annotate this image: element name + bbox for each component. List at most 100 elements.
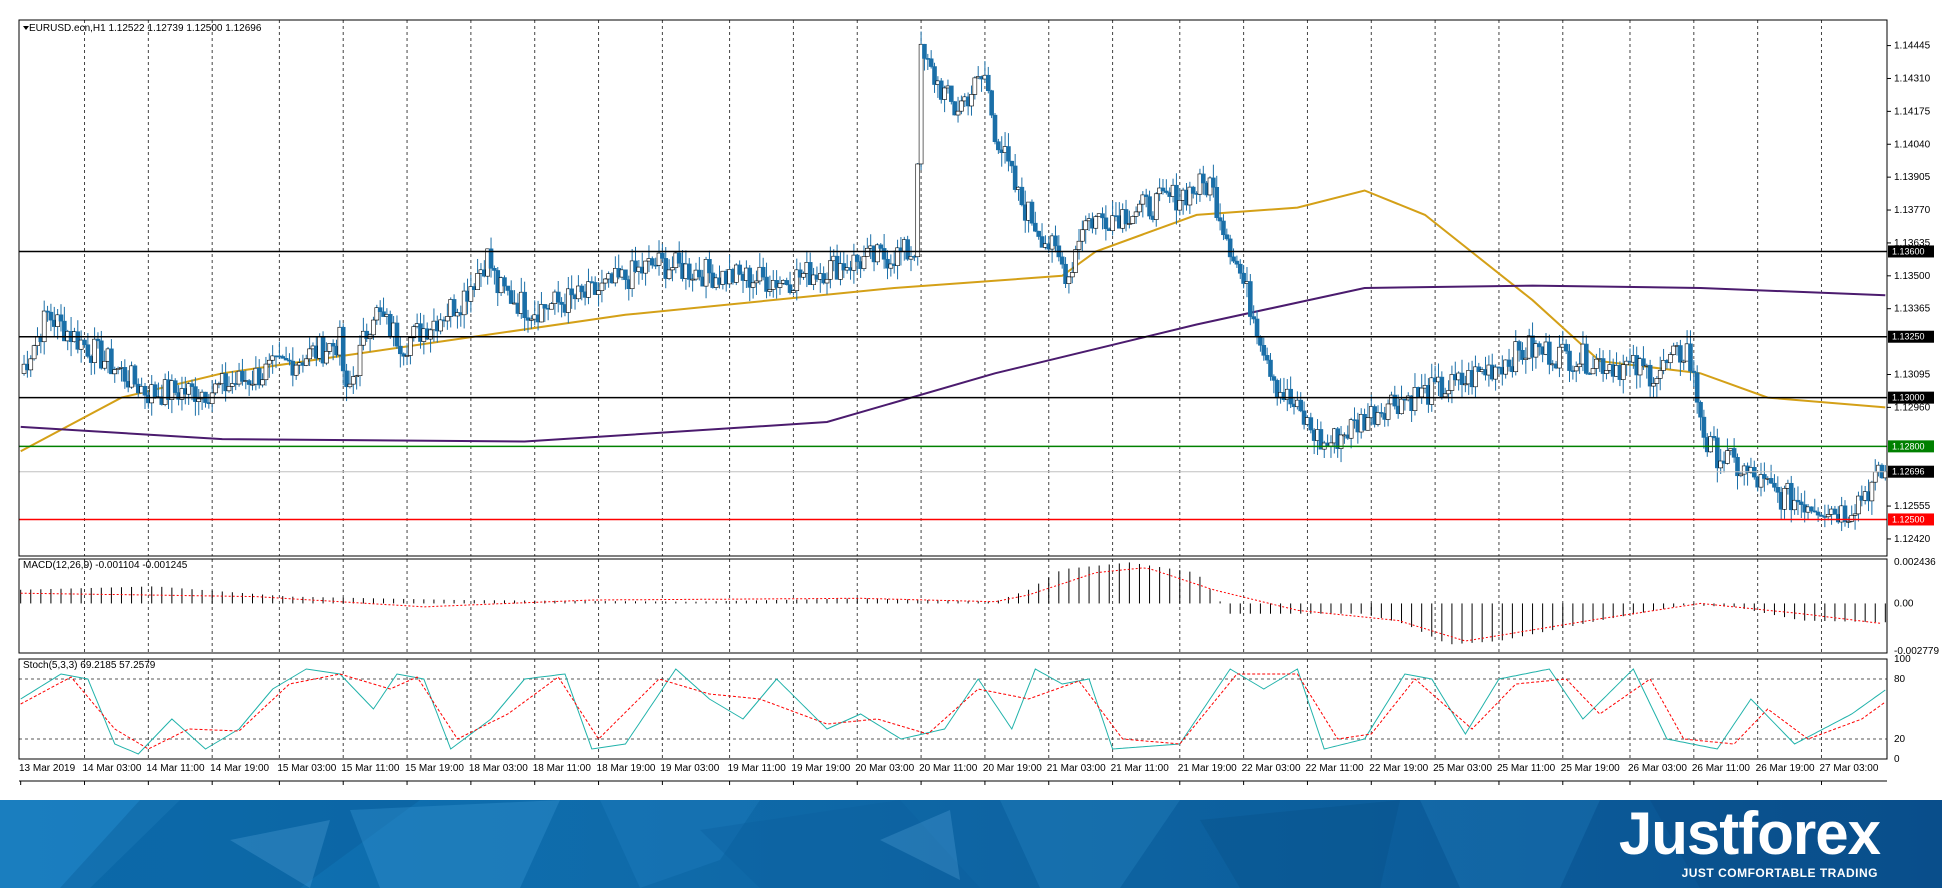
- bull-candle: [586, 281, 591, 298]
- bull-candle: [350, 376, 356, 385]
- price-level-tag: [1888, 391, 1934, 404]
- bull-candle: [1137, 203, 1142, 213]
- bear-candle: [1691, 370, 1697, 374]
- bear-candle: [952, 101, 957, 116]
- bull-candle: [324, 351, 329, 364]
- bear-candle: [45, 310, 50, 313]
- bear-candle: [193, 386, 198, 402]
- bull-candle: [186, 383, 191, 395]
- bear-candle: [1217, 217, 1223, 222]
- time-label: 19 Mar 11:00: [728, 763, 787, 774]
- bear-candle: [344, 370, 349, 388]
- bull-candle: [1846, 521, 1851, 523]
- bear-candle: [1214, 186, 1220, 218]
- bull-candle: [1093, 216, 1099, 229]
- bear-candle: [1520, 350, 1525, 360]
- bull-candle: [1654, 378, 1660, 384]
- bear-candle: [1254, 318, 1260, 338]
- bear-candle: [522, 291, 527, 319]
- time-label: 14 Mar 19:00: [210, 763, 269, 774]
- bull-candle: [1069, 272, 1075, 278]
- bear-candle: [95, 338, 101, 342]
- bull-candle: [1080, 229, 1085, 242]
- bull-candle: [1620, 364, 1626, 380]
- price-label: 1.12960: [1894, 402, 1931, 413]
- bear-candle: [394, 322, 400, 347]
- current-price-label: 1.12696: [1892, 467, 1925, 477]
- price-label: 1.12555: [1894, 501, 1931, 512]
- bear-candle: [1251, 316, 1256, 320]
- bull-candle: [1758, 474, 1764, 488]
- candles: [21, 31, 1888, 532]
- bear-candle: [1147, 196, 1152, 217]
- bull-candle: [1328, 442, 1334, 447]
- bull-candle: [969, 94, 974, 107]
- axes: 13 Mar 2019 14 Mar 03:00 14 Mar 11:00 14 Ma…: [18, 19, 1931, 785]
- panel-frame: [18, 558, 1888, 654]
- bear-candle: [787, 284, 793, 293]
- bull-candle: [1681, 360, 1687, 363]
- bull-candle: [1073, 249, 1078, 273]
- price-label: 1.14175: [1894, 106, 1931, 117]
- chart-canvas[interactable]: 1.13600 1.13250 1.13000 1.12800 1.12500 1.126…: [0, 0, 1942, 800]
- bull-candle: [1153, 193, 1159, 220]
- price-chart[interactable]: 1.13600 1.13250 1.13000 1.12800 1.12500 1.126…: [0, 0, 1942, 800]
- price-label: 1.13770: [1894, 205, 1931, 216]
- bull-candle: [1429, 377, 1435, 405]
- bear-candle: [132, 365, 138, 385]
- bear-candle: [1547, 341, 1552, 365]
- bull-candle: [260, 379, 265, 386]
- dropdown-triangle-icon[interactable]: [23, 26, 29, 30]
- bull-candle: [1869, 481, 1875, 502]
- bear-candle: [1059, 256, 1065, 265]
- bear-candle: [1812, 510, 1818, 513]
- time-label: 15 Mar 19:00: [405, 763, 464, 774]
- bear-candle: [1019, 186, 1025, 206]
- bull-candle: [838, 263, 843, 280]
- bull-candle: [865, 247, 870, 257]
- price-label: 1.13500: [1894, 271, 1931, 282]
- bear-candle: [1392, 394, 1398, 407]
- bull-candle: [250, 383, 255, 386]
- bear-candle: [928, 58, 934, 67]
- bull-candle: [1110, 215, 1115, 231]
- bull-candle: [576, 285, 581, 300]
- bear-candle: [1842, 505, 1848, 522]
- bull-candle: [875, 244, 880, 263]
- bull-candle: [1671, 345, 1676, 355]
- bull-candle: [92, 338, 97, 363]
- bull-candle: [374, 307, 380, 321]
- bull-candle: [851, 254, 857, 271]
- bear-candle: [1053, 235, 1058, 247]
- bear-candle: [1123, 209, 1129, 225]
- bear-candle: [1009, 160, 1015, 167]
- bear-candle: [922, 43, 927, 59]
- symbol-header: EURUSD.ecn,H1 1.12522 1.12739 1.12500 1.…: [29, 23, 262, 34]
- bear-candle: [542, 304, 548, 309]
- bear-candle: [1164, 190, 1169, 193]
- time-label: 15 Mar 11:00: [341, 763, 400, 774]
- bull-candle: [408, 337, 413, 356]
- bull-candle: [656, 252, 662, 266]
- bull-candle: [371, 319, 376, 336]
- bear-candle: [737, 264, 742, 275]
- time-label: 26 Mar 03:00: [1628, 763, 1687, 774]
- bull-candle: [1708, 436, 1713, 453]
- bull-candle: [307, 348, 312, 360]
- bear-candle: [1234, 260, 1240, 265]
- bull-candle: [549, 303, 554, 310]
- bull-candle: [599, 282, 605, 291]
- bear-candle: [502, 277, 507, 287]
- bull-candle: [1473, 366, 1478, 388]
- bull-candle: [1657, 370, 1663, 379]
- bear-candle: [1788, 482, 1794, 511]
- price-label: 1.14445: [1894, 41, 1931, 52]
- bull-candle: [354, 375, 359, 378]
- bull-candle: [972, 77, 978, 95]
- bear-candle: [1227, 238, 1233, 258]
- bull-candle: [1738, 473, 1744, 477]
- bear-candle: [1775, 487, 1781, 493]
- bull-candle: [475, 273, 480, 290]
- bear-candle: [1809, 506, 1814, 512]
- bull-candle: [1856, 495, 1861, 515]
